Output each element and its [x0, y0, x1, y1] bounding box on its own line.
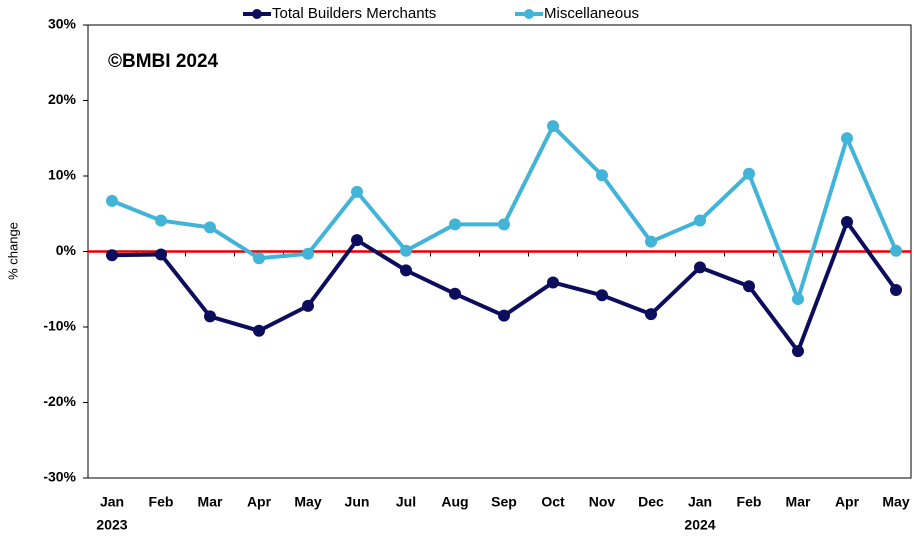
- data-point: [106, 194, 118, 207]
- x-tick-label: Mar: [198, 494, 223, 510]
- legend-swatch-dot: [252, 9, 262, 19]
- data-point: [106, 249, 118, 262]
- x-tick-label: Feb: [149, 494, 174, 510]
- x-tick-label: Jan: [688, 494, 712, 510]
- data-point: [547, 120, 559, 133]
- annotation: ©BMBI 2024: [108, 51, 219, 72]
- data-point: [449, 218, 461, 231]
- x-tick-label: Sep: [491, 494, 517, 510]
- data-point: [400, 264, 412, 277]
- data-point: [645, 235, 657, 248]
- legend-label: Miscellaneous: [544, 5, 639, 22]
- data-point: [792, 293, 804, 306]
- data-point: [351, 234, 363, 247]
- data-point: [498, 309, 510, 322]
- data-point: [743, 167, 755, 180]
- data-point: [351, 185, 363, 198]
- x-tick-label: Dec: [638, 494, 664, 510]
- data-point: [694, 261, 706, 274]
- y-tick-label: 10%: [48, 167, 77, 183]
- x-tick-label: Feb: [737, 494, 762, 510]
- data-point: [204, 310, 216, 323]
- year-label: 2024: [684, 517, 715, 533]
- data-point: [694, 214, 706, 227]
- y-tick-label: -30%: [43, 469, 76, 485]
- x-tick-label: Oct: [541, 494, 565, 510]
- data-point: [645, 308, 657, 321]
- data-point: [204, 221, 216, 234]
- x-tick-label: Mar: [786, 494, 811, 510]
- y-tick-label: -20%: [43, 393, 76, 409]
- data-point: [253, 324, 265, 337]
- data-point: [743, 280, 755, 293]
- data-point: [155, 248, 167, 261]
- y-tick-label: 20%: [48, 91, 77, 107]
- data-point: [890, 284, 902, 297]
- legend-label: Total Builders Merchants: [272, 5, 436, 22]
- data-point: [596, 289, 608, 302]
- year-label: 2023: [96, 517, 127, 533]
- y-tick-label: -10%: [43, 318, 76, 334]
- data-point: [449, 287, 461, 300]
- x-tick-label: Jan: [100, 494, 124, 510]
- data-point: [155, 214, 167, 227]
- x-tick-label: Apr: [247, 494, 272, 510]
- x-tick-label: Nov: [589, 494, 616, 510]
- data-point: [302, 247, 314, 260]
- x-tick-label: May: [882, 494, 909, 510]
- x-tick-label: Apr: [835, 494, 860, 510]
- data-point: [792, 345, 804, 358]
- data-point: [841, 132, 853, 145]
- data-point: [596, 169, 608, 182]
- y-axis-label: % change: [5, 222, 20, 280]
- data-point: [547, 276, 559, 289]
- y-tick-label: 30%: [48, 16, 77, 32]
- data-point: [400, 244, 412, 257]
- x-tick-label: Jun: [345, 494, 370, 510]
- x-tick-label: Aug: [441, 494, 468, 510]
- data-point: [253, 252, 265, 265]
- data-point: [302, 299, 314, 312]
- x-tick-label: Jul: [396, 494, 416, 510]
- series-line: [111, 124, 898, 302]
- y-tick-label: 0%: [56, 242, 77, 258]
- data-point: [498, 218, 510, 231]
- legend-swatch-dot: [524, 9, 534, 19]
- x-tick-label: May: [294, 494, 321, 510]
- data-point: [890, 244, 902, 257]
- data-point: [841, 216, 853, 229]
